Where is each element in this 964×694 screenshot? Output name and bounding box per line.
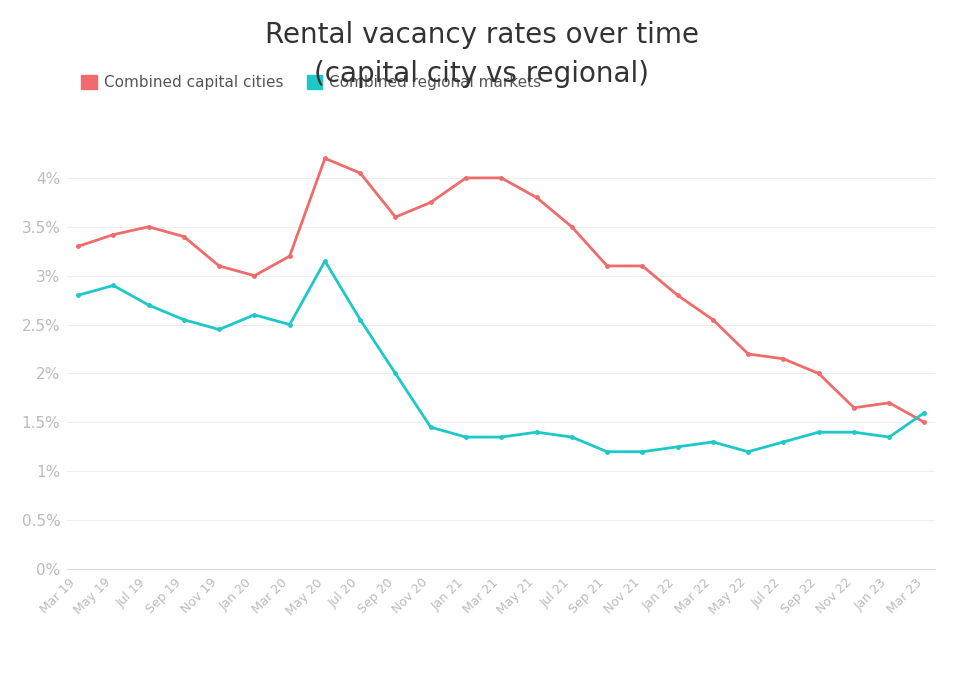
- Text: Rental vacancy rates over time
(capital city vs regional): Rental vacancy rates over time (capital …: [265, 21, 699, 88]
- Legend: Combined capital cities, Combined regional markets: Combined capital cities, Combined region…: [75, 69, 548, 96]
